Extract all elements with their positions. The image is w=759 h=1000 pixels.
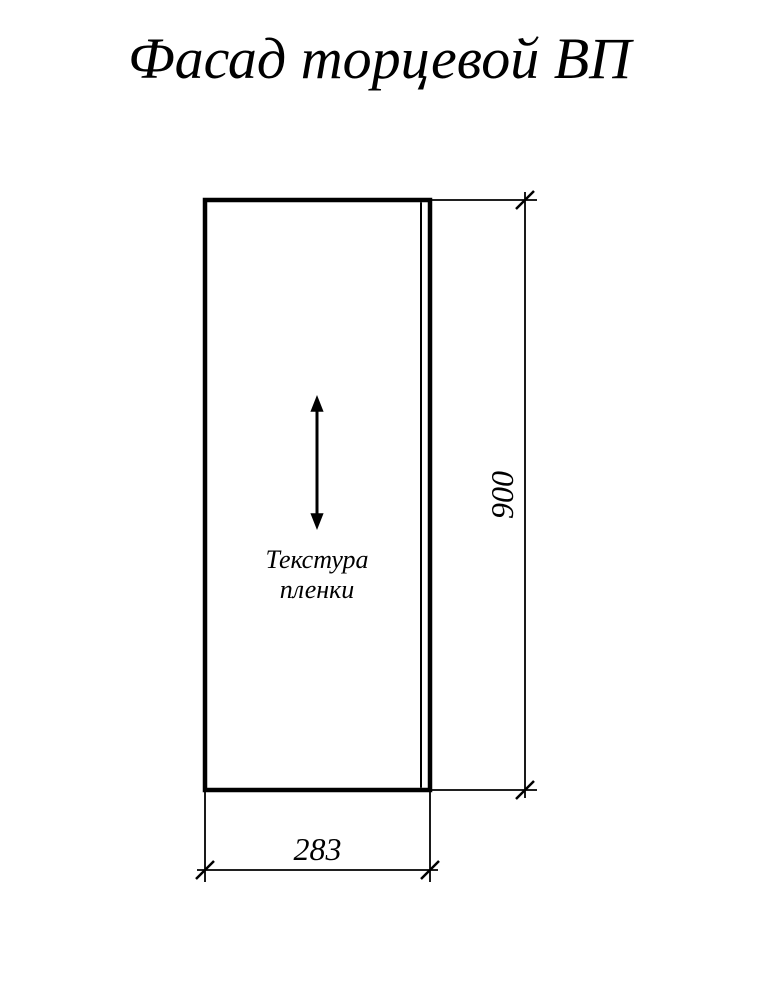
dimension-width: 283 — [196, 790, 439, 882]
dimension-width-value: 283 — [294, 831, 342, 867]
texture-label-line2: пленки — [280, 575, 355, 604]
technical-drawing: Текстура пленки 900 283 — [0, 170, 759, 970]
drawing-title: Фасад торцевой ВП — [0, 25, 759, 92]
texture-label-line1: Текстура — [265, 545, 368, 574]
dimension-height: 900 — [430, 191, 537, 799]
dimension-height-value: 900 — [484, 471, 520, 519]
